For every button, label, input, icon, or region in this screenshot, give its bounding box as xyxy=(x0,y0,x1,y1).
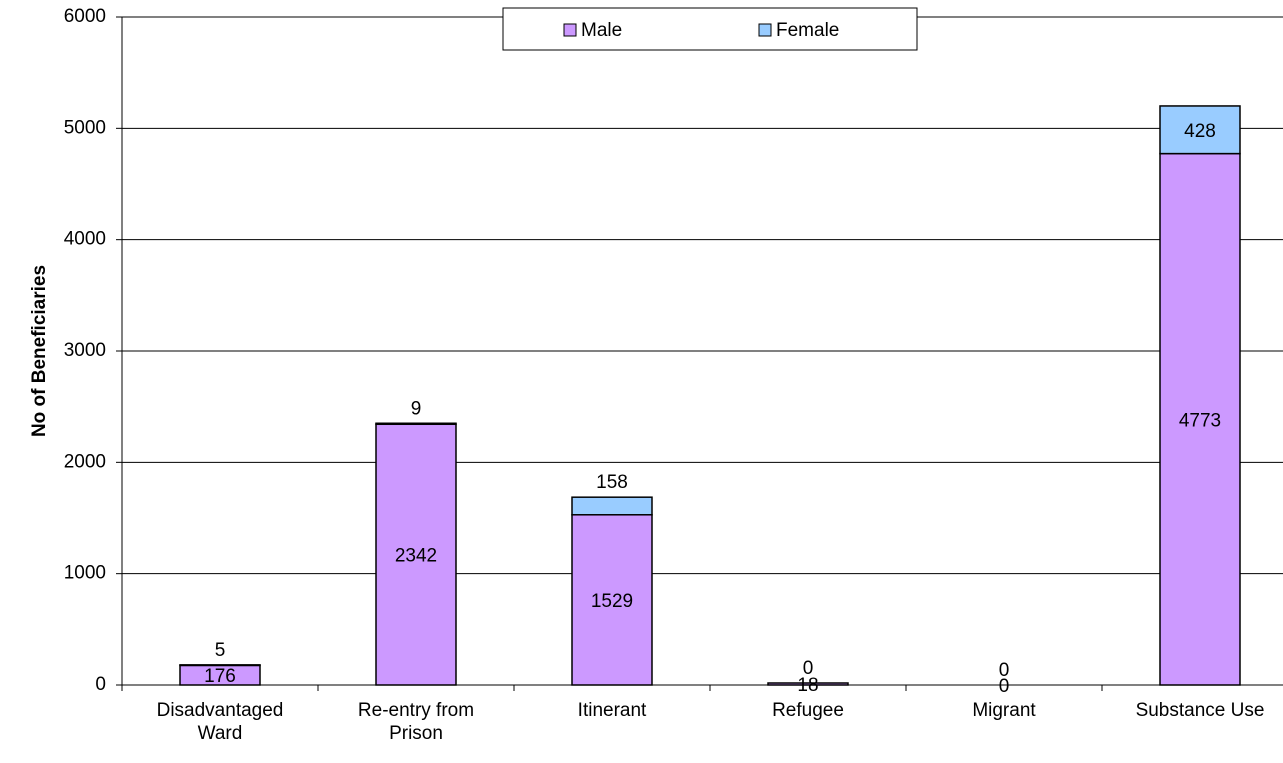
legend-swatch xyxy=(758,23,772,37)
value-label: 18 xyxy=(797,675,818,696)
value-label: 5 xyxy=(215,640,226,661)
value-label: 1529 xyxy=(591,591,633,612)
x-tick-label: Re-entry from Prison xyxy=(357,700,475,744)
x-tick-label: Refugee xyxy=(772,700,844,721)
value-label: 4773 xyxy=(1179,410,1221,431)
bar-segment xyxy=(767,682,849,686)
x-tick-label: Itinerant xyxy=(577,700,647,721)
value-label: 428 xyxy=(1184,121,1216,142)
x-tick-label: Disadvantaged Ward xyxy=(156,700,284,744)
value-label: 158 xyxy=(596,472,628,493)
value-label: 0 xyxy=(803,658,814,679)
y-tick-label: 1000 xyxy=(64,563,106,584)
legend-swatch xyxy=(563,23,577,37)
value-label: 0 xyxy=(999,676,1010,697)
value-label: 0 xyxy=(999,660,1010,681)
y-tick-label: 5000 xyxy=(64,117,106,138)
bar-segment xyxy=(1159,152,1241,686)
y-tick-label: 0 xyxy=(95,674,106,695)
value-label: 176 xyxy=(204,666,236,687)
x-tick-label: Migrant xyxy=(972,700,1036,721)
bar-segment xyxy=(1159,105,1241,155)
y-tick-label: 4000 xyxy=(64,229,106,250)
bar-segment xyxy=(571,496,653,516)
y-axis-title: No of Beneficiaries xyxy=(29,265,50,437)
legend-label: Male xyxy=(581,20,622,41)
x-tick-label: Substance Use xyxy=(1135,700,1265,721)
bar-segment xyxy=(375,423,457,686)
bar-segment xyxy=(179,664,261,667)
y-tick-label: 2000 xyxy=(64,451,106,472)
value-label: 2342 xyxy=(395,546,437,567)
y-tick-label: 3000 xyxy=(64,340,106,361)
y-tick-label: 6000 xyxy=(64,6,106,27)
bar-segment xyxy=(375,422,457,426)
legend-label: Female xyxy=(776,20,839,41)
value-label: 9 xyxy=(411,398,422,419)
bar-segment xyxy=(571,514,653,686)
